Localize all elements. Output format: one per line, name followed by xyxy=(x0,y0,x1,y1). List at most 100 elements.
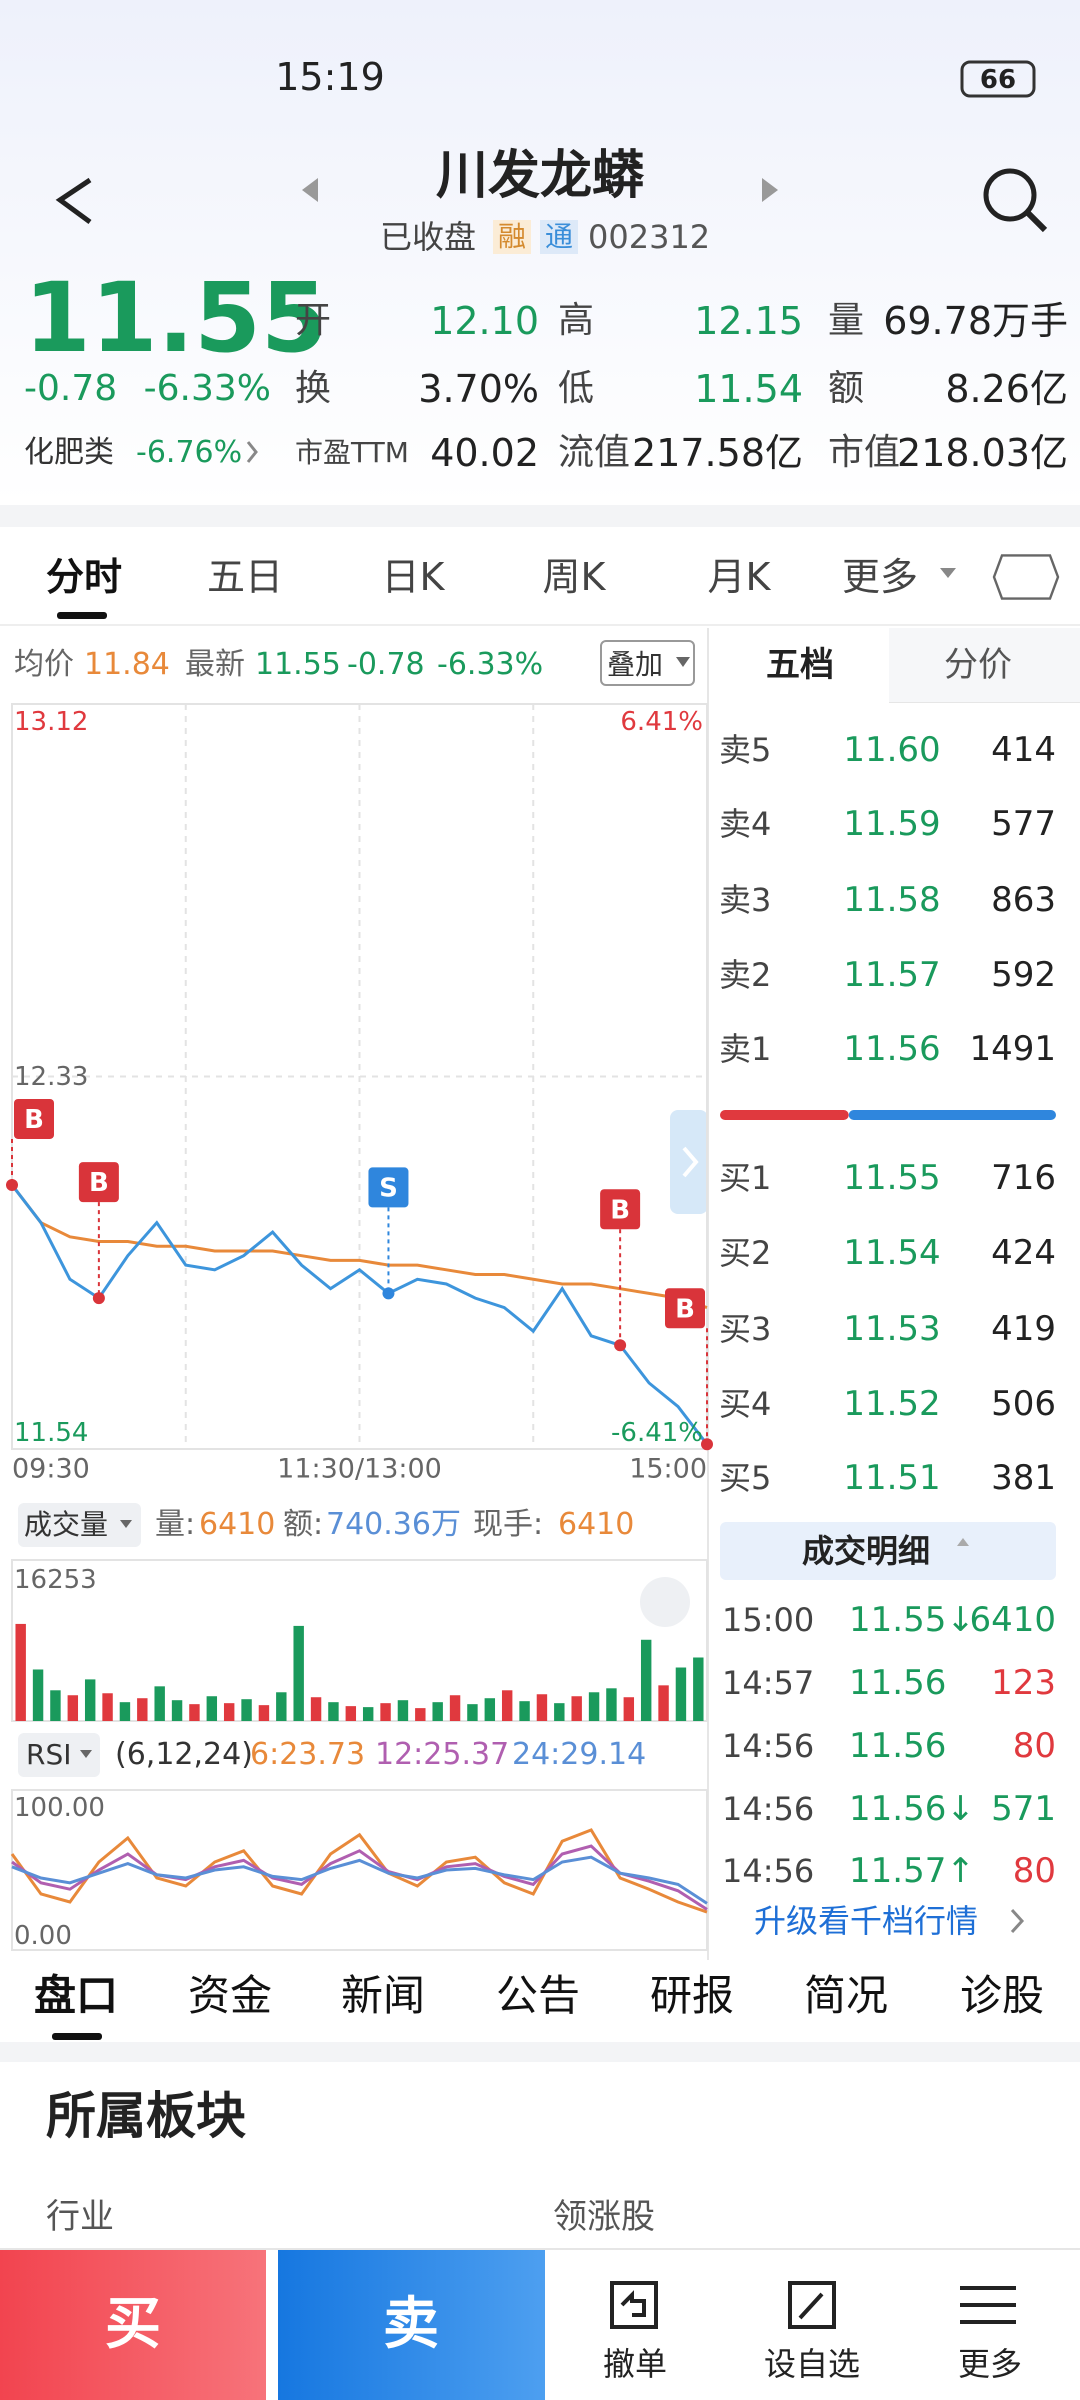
trade-marker-box xyxy=(665,1288,705,1329)
volume-bar xyxy=(380,1703,391,1721)
rsi-title[interactable]: RSI xyxy=(26,1738,72,1771)
section-tab[interactable]: 研报 xyxy=(649,1971,735,2020)
back-icon[interactable] xyxy=(55,177,92,225)
volume-bar xyxy=(640,1639,652,1721)
chart-tab[interactable]: 分时 xyxy=(45,555,123,599)
book-volume: 592 xyxy=(991,955,1056,995)
chart-tab[interactable]: 月K xyxy=(707,555,771,599)
x-tick-label: 15:00 xyxy=(629,1453,707,1485)
cancel-icon[interactable] xyxy=(610,2281,658,2329)
volume-bar xyxy=(241,1699,252,1721)
volume-bar xyxy=(154,1686,165,1721)
stat-label: 额 xyxy=(828,368,865,409)
last-pct: -6.33% xyxy=(437,647,544,682)
chart-tab[interactable]: 更多 xyxy=(841,555,919,599)
volume-bar xyxy=(328,1702,339,1721)
menu-icon[interactable] xyxy=(960,2286,1016,2324)
volume-bar xyxy=(206,1696,218,1721)
trade-marker-box xyxy=(14,1098,54,1139)
trade-marker-box xyxy=(600,1189,641,1230)
volume-bar xyxy=(432,1702,443,1721)
collapse-tab[interactable] xyxy=(670,1110,708,1214)
chart-tab[interactable]: 日K xyxy=(381,555,445,599)
expand-button[interactable] xyxy=(640,1577,690,1627)
watchlist-icon[interactable] xyxy=(788,2281,836,2329)
stat-value: 218.03亿 xyxy=(897,431,1068,475)
badge: 通 xyxy=(540,220,579,254)
book-label: 卖5 xyxy=(719,731,772,769)
market-state: 已收盘 xyxy=(380,218,477,256)
trade-marker-label: B xyxy=(675,1294,695,1324)
book-volume: 424 xyxy=(991,1233,1056,1273)
side-tab[interactable]: 五档 xyxy=(766,645,834,685)
book-price: 11.54 xyxy=(843,1233,941,1273)
stat-value: 3.70% xyxy=(418,367,539,411)
volume-bar xyxy=(258,1705,270,1721)
trade-volume: 6410 xyxy=(969,1600,1056,1640)
sell-label[interactable]: 卖 xyxy=(383,2292,439,2357)
side-tab[interactable]: 分价 xyxy=(944,645,1012,685)
volume-title[interactable]: 成交量 xyxy=(24,1508,109,1541)
next-arrow[interactable] xyxy=(762,178,778,202)
sector-arrow xyxy=(246,441,258,463)
chart-tab[interactable]: 周K xyxy=(542,555,606,599)
settings-icon[interactable] xyxy=(992,554,1060,600)
trade-marker-label: B xyxy=(610,1195,630,1225)
section-tab[interactable]: 新闻 xyxy=(340,1971,426,2020)
book-label: 卖3 xyxy=(719,881,772,919)
stat-value: 12.10 xyxy=(430,299,539,343)
upgrade-link[interactable]: 升级看千档行情 xyxy=(753,1902,979,1940)
volume-bar xyxy=(606,1688,617,1721)
stat-label: 市值 xyxy=(828,432,901,473)
action-label[interactable]: 设自选 xyxy=(763,2345,861,2383)
volume-bar xyxy=(310,1697,322,1721)
section-tab[interactable]: 诊股 xyxy=(959,1971,1045,2020)
y-tick-label: 12.33 xyxy=(14,1061,89,1092)
volume-bar xyxy=(362,1707,374,1721)
buy-label[interactable]: 买 xyxy=(105,2292,161,2357)
volume-bar xyxy=(397,1700,409,1721)
action-label[interactable]: 更多 xyxy=(957,2345,1023,2383)
volume-selector[interactable] xyxy=(18,1503,141,1547)
section-band xyxy=(0,2042,1080,2062)
volume-bar xyxy=(276,1692,287,1721)
section-tab[interactable]: 资金 xyxy=(187,1971,273,2020)
volume-bar xyxy=(223,1703,235,1721)
order-panel-tab xyxy=(889,628,1080,703)
book-label: 买5 xyxy=(719,1459,772,1497)
trade-title[interactable]: 成交明细 xyxy=(801,1532,931,1570)
section-tab[interactable]: 简况 xyxy=(803,1971,889,2020)
rsi-legend: 12:25.37 xyxy=(375,1737,510,1772)
overlay-button[interactable] xyxy=(600,640,695,686)
rsi-legend: 24:29.14 xyxy=(512,1737,647,1772)
action-label[interactable]: 撤单 xyxy=(602,2345,668,2383)
trade-detail-header[interactable] xyxy=(720,1522,1056,1580)
overlay-label[interactable]: 叠加 xyxy=(606,648,664,681)
section-tab[interactable]: 公告 xyxy=(495,1971,581,2020)
prev-arrow[interactable] xyxy=(302,178,318,202)
book-label: 卖2 xyxy=(719,956,772,994)
book-volume: 1491 xyxy=(969,1029,1056,1069)
rsi-selector[interactable] xyxy=(18,1733,100,1777)
buy-button[interactable] xyxy=(0,2249,266,2400)
trade-volume: 123 xyxy=(991,1663,1056,1703)
sell-button[interactable] xyxy=(278,2249,545,2400)
section-tab[interactable]: 盘口 xyxy=(33,1971,119,2020)
stat-label: 市盈TTM xyxy=(295,436,409,469)
rsi-line xyxy=(10,1828,708,1914)
volume-legend-value: 6410 xyxy=(199,1507,276,1542)
chart-tab[interactable]: 五日 xyxy=(206,555,284,599)
trade-volume: 571 xyxy=(991,1789,1056,1829)
volume-bar xyxy=(484,1698,496,1721)
badge: 融 xyxy=(493,220,532,254)
book-volume: 414 xyxy=(991,730,1056,770)
trade-time: 14:57 xyxy=(722,1664,815,1702)
search-icon[interactable] xyxy=(983,168,1037,222)
volume-bar xyxy=(554,1703,565,1721)
trade-price: 11.56↓ xyxy=(849,1789,975,1829)
book-volume: 716 xyxy=(991,1158,1056,1198)
section-title: 所属板块 xyxy=(46,2087,246,2145)
book-volume: 381 xyxy=(991,1458,1056,1498)
rsi-tick-label: 0.00 xyxy=(14,1921,72,1951)
trade-time: 14:56 xyxy=(722,1852,815,1890)
